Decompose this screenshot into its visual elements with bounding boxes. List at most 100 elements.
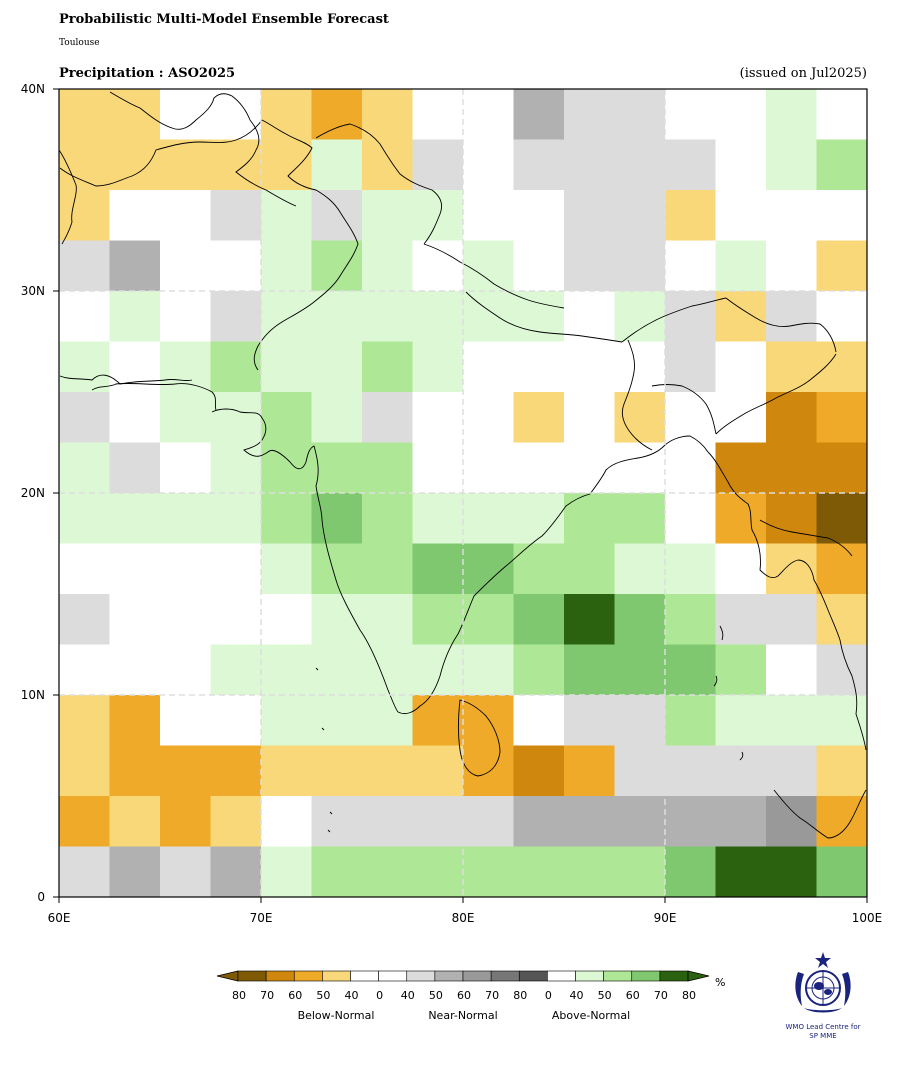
grid-cell: [715, 695, 767, 746]
grid-cell: [59, 89, 110, 140]
variable-label: Precipitation : ASO2025: [59, 66, 236, 81]
grid-cell: [665, 644, 716, 696]
grid-cell: [311, 442, 363, 494]
grid-cell: [665, 392, 716, 443]
grid-cell: [665, 240, 716, 292]
grid-cell: [665, 341, 716, 393]
grid-cell: [513, 89, 565, 140]
logo-caption-line2: SP MME: [809, 1032, 837, 1040]
colorbar-tick-label: 50: [598, 989, 612, 1002]
grid-cell: [59, 745, 110, 797]
grid-cell: [109, 190, 161, 241]
grid-cell: [412, 392, 464, 443]
x-tick-label: 80E: [452, 911, 475, 925]
grid-cell: [160, 139, 211, 191]
grid-cell: [816, 190, 868, 241]
grid-cell: [261, 392, 312, 443]
y-tick-label: 30N: [21, 284, 45, 298]
grid-cell: [261, 139, 312, 191]
grid-cell: [766, 594, 817, 645]
grid-cell: [715, 392, 767, 443]
above-normal-label: Above-Normal: [552, 1009, 630, 1022]
grid-cell: [109, 240, 161, 292]
graticule: [59, 89, 867, 897]
grid-cell: [412, 139, 464, 191]
grid-cell: [59, 442, 110, 494]
grid-cell: [160, 594, 211, 645]
colorbar-left-arrow: [216, 970, 239, 982]
grid-cell: [513, 392, 565, 443]
grid-cell: [766, 392, 817, 443]
axis-ticks: [53, 88, 868, 903]
grid-cell: [261, 240, 312, 292]
colorbar-tick-label: 70: [654, 989, 668, 1002]
grid-cell: [59, 846, 110, 898]
coastline: [58, 91, 867, 839]
grid-cell: [614, 139, 666, 191]
grid-cell: [816, 139, 868, 191]
colorbar-tick-label: 40: [401, 989, 415, 1002]
grid-cell: [816, 341, 868, 393]
grid-cell: [412, 594, 464, 645]
grid-cell: [564, 493, 615, 544]
grid-cell: [412, 89, 464, 140]
grid-cell: [564, 291, 615, 342]
grid-cell: [513, 190, 565, 241]
colorbar-right-arrow: [687, 970, 710, 982]
grid-cell: [160, 796, 211, 847]
grid-cell: [160, 442, 211, 494]
grid-cell: [665, 89, 716, 140]
grid-cell: [412, 543, 464, 595]
grid-cell: [160, 240, 211, 292]
grid-cell: [665, 543, 716, 595]
grid-cell: [210, 543, 262, 595]
grid-cell: [59, 139, 110, 191]
grid-cell: [665, 442, 716, 494]
grid-cell: [261, 190, 312, 241]
grid-cell: [715, 341, 767, 393]
grid-cell: [59, 392, 110, 443]
y-tick-label: 10N: [21, 688, 45, 702]
grid-cell: [766, 190, 817, 241]
grid-cell: [160, 745, 211, 797]
grid-cell: [665, 493, 716, 544]
grid-cell: [311, 644, 363, 696]
x-tick-label: 60E: [48, 911, 71, 925]
colorbar-swatch: [434, 970, 464, 982]
grid-cell: [412, 240, 464, 292]
grid-cell: [109, 594, 161, 645]
colorbar-tick-labels: 80 70 60 50 40 0 40 50 60 70 80 0 40 50 60 70 80: [232, 989, 696, 1002]
grid-cell: [311, 190, 363, 241]
grid-cell: [210, 190, 262, 241]
logo-caption-line1: WMO Lead Centre for: [785, 1023, 861, 1031]
grid-cell: [261, 493, 312, 544]
grid-cell: [109, 139, 161, 191]
colorbar-swatch: [265, 970, 295, 982]
grid-cell: [261, 745, 312, 797]
grid-cell: [311, 796, 363, 847]
grid-cell: [715, 796, 767, 847]
grid-cell: [715, 291, 767, 342]
colorbar-tick-label: 80: [232, 989, 246, 1002]
grid-cell: [715, 493, 767, 544]
grid-cell: [715, 89, 767, 140]
y-tick-label: 40N: [21, 82, 45, 96]
grid-cell: [463, 745, 514, 797]
grid-cell: [160, 644, 211, 696]
colorbar: % 80 70 60 50 40 0 40 50 60 70 80 0 40 50 60 70 80 Below…: [216, 970, 725, 1022]
grid-cell: [463, 543, 514, 595]
grid-cell: [816, 695, 868, 746]
grid-cell: [463, 594, 514, 645]
grid-cell: [614, 493, 666, 544]
grid-cell: [210, 846, 262, 898]
grid-cell: [614, 291, 666, 342]
colorbar-swatch: [237, 970, 267, 982]
colorbar-swatch: [350, 970, 379, 982]
grid-cell: [362, 594, 413, 645]
grid-cell: [412, 442, 464, 494]
grid-cell: [463, 89, 514, 140]
grid-cell: [59, 644, 110, 696]
grid-cell: [311, 240, 363, 292]
grid-cell: [513, 644, 565, 696]
